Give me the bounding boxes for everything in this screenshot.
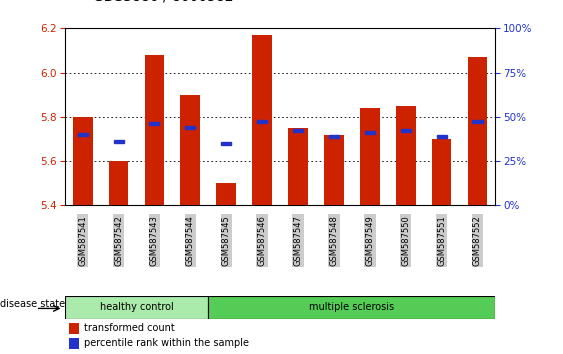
- Text: GSM587545: GSM587545: [222, 215, 231, 266]
- Bar: [216, 183, 236, 205]
- Bar: [360, 108, 379, 205]
- Bar: [69, 323, 78, 334]
- Text: multiple sclerosis: multiple sclerosis: [309, 302, 395, 312]
- Bar: [257, 120, 267, 123]
- Bar: [396, 106, 415, 205]
- Bar: [145, 55, 164, 205]
- Text: GSM587547: GSM587547: [293, 215, 302, 266]
- Text: GSM587542: GSM587542: [114, 215, 123, 266]
- Text: disease state: disease state: [0, 298, 65, 309]
- Bar: [208, 296, 495, 319]
- Text: GSM587550: GSM587550: [401, 215, 410, 266]
- Text: GSM587551: GSM587551: [437, 215, 446, 266]
- Text: GSM587546: GSM587546: [258, 215, 267, 266]
- Bar: [329, 135, 339, 138]
- Bar: [185, 126, 195, 129]
- Text: GSM587541: GSM587541: [78, 215, 87, 266]
- Bar: [288, 128, 308, 205]
- Text: GSM587543: GSM587543: [150, 215, 159, 266]
- Text: percentile rank within the sample: percentile rank within the sample: [84, 338, 249, 348]
- Bar: [436, 135, 446, 138]
- Bar: [114, 140, 124, 143]
- Bar: [401, 129, 411, 132]
- Text: GSM587549: GSM587549: [365, 215, 374, 266]
- Bar: [365, 131, 375, 134]
- Bar: [73, 117, 92, 205]
- Bar: [432, 139, 452, 205]
- Text: transformed count: transformed count: [84, 323, 175, 333]
- Text: GSM587544: GSM587544: [186, 215, 195, 266]
- Bar: [293, 129, 303, 132]
- Bar: [324, 135, 344, 205]
- Bar: [181, 95, 200, 205]
- Bar: [78, 133, 88, 136]
- Text: GDS3886 / 8000582: GDS3886 / 8000582: [93, 0, 234, 4]
- Bar: [65, 296, 208, 319]
- Text: GSM587552: GSM587552: [473, 215, 482, 266]
- Bar: [149, 122, 159, 125]
- Bar: [472, 120, 482, 123]
- Bar: [69, 338, 78, 349]
- Bar: [468, 57, 488, 205]
- Bar: [221, 142, 231, 145]
- Bar: [109, 161, 128, 205]
- Text: GSM587548: GSM587548: [329, 215, 338, 266]
- Bar: [252, 35, 272, 205]
- Text: healthy control: healthy control: [100, 302, 173, 312]
